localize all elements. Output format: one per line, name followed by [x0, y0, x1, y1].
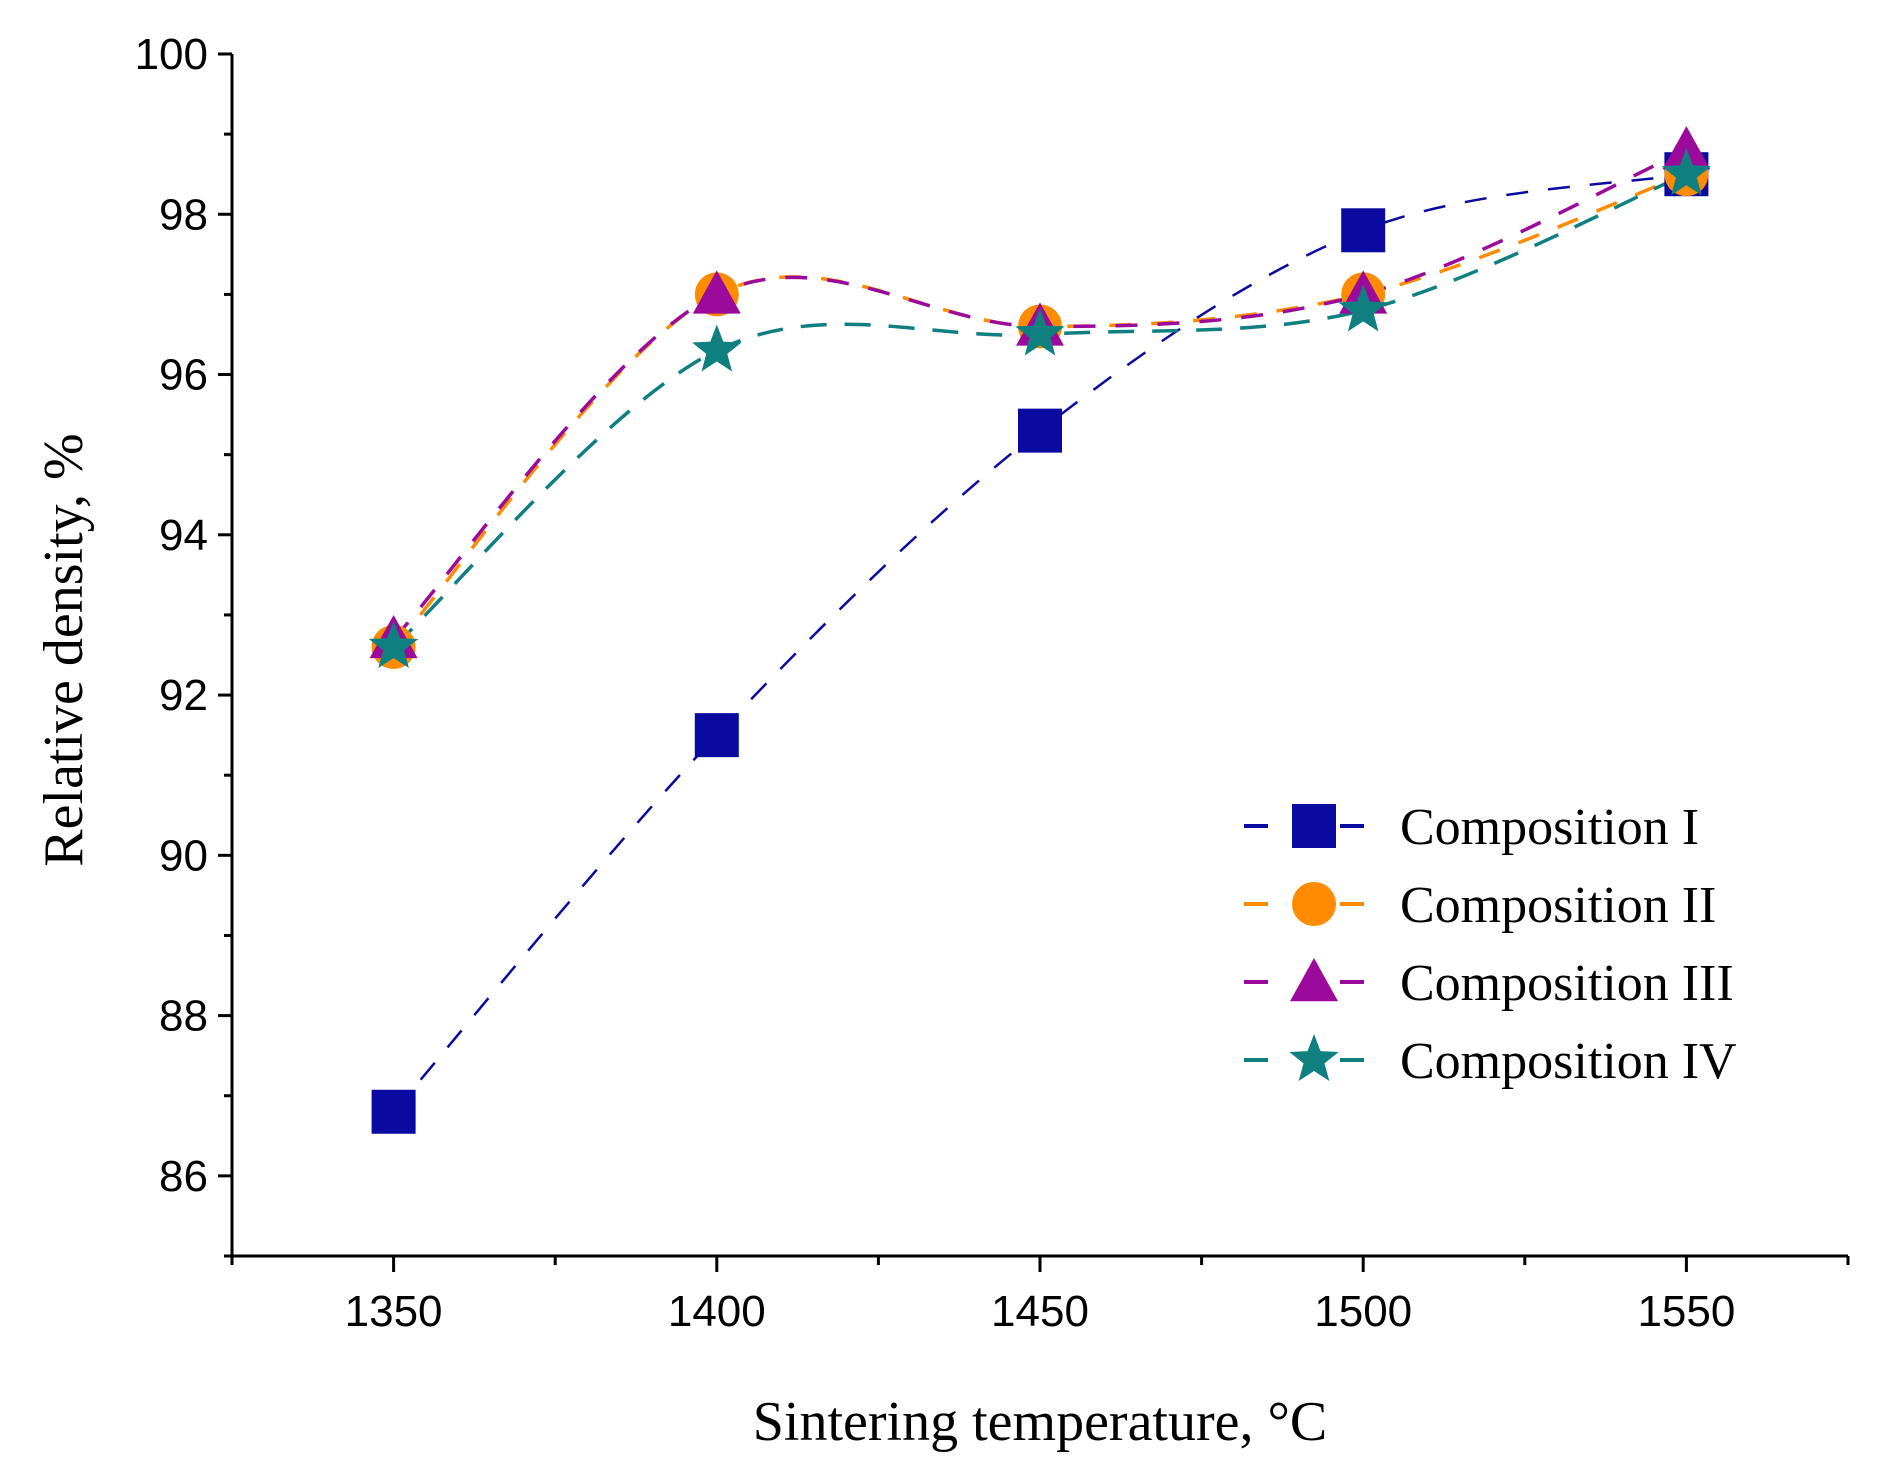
data-point-star-marker — [1015, 308, 1065, 356]
y-tick-label: 100 — [135, 30, 208, 79]
axes: 86 88 90 92 94 96 98 100 1350 1400 1450 1500 1550 — [135, 30, 1850, 1336]
y-tick-label: 86 — [159, 1152, 208, 1201]
y-axis-title: Relative density, % — [33, 433, 95, 866]
data-point-star-marker — [692, 324, 742, 372]
data-point-triangle-marker — [1662, 126, 1711, 170]
x-tick-label: 1500 — [1314, 1287, 1412, 1336]
legend-entry: Composition II — [1244, 877, 1716, 934]
y-tick-label: 92 — [159, 671, 208, 720]
data-point-square-marker — [694, 713, 739, 758]
data-point-square-marker — [1341, 208, 1386, 253]
legend-square-marker — [1292, 804, 1336, 848]
data-point-star-marker — [1338, 284, 1388, 332]
data-point-square-marker — [371, 1089, 416, 1134]
x-axis-title: Sintering temperature, °C — [753, 1391, 1327, 1453]
legend-label: Composition IV — [1400, 1033, 1737, 1090]
legend-label: Composition III — [1400, 955, 1734, 1012]
legend-star-marker — [1289, 1034, 1339, 1081]
axis-labels: Sintering temperature, °C Relative densi… — [33, 433, 1327, 1453]
x-tick-label: 1550 — [1637, 1287, 1735, 1336]
data-point-triangle-marker — [692, 270, 741, 314]
legend-entry: Composition IV — [1244, 1033, 1737, 1090]
series-markers — [368, 126, 1712, 1134]
legend-triangle-marker — [1290, 958, 1338, 1002]
y-tick-label: 96 — [159, 351, 208, 400]
data-point-star-marker — [1661, 148, 1712, 196]
data-point-square-marker — [1018, 408, 1062, 453]
y-tick-label: 90 — [159, 831, 208, 880]
legend-label: Composition II — [1400, 877, 1716, 934]
series-line-3 — [392, 148, 1688, 641]
legend-entry: Composition III — [1244, 955, 1734, 1012]
data-point-star-marker — [368, 621, 419, 668]
x-tick-label: 1350 — [345, 1287, 443, 1336]
y-tick-label: 88 — [159, 992, 208, 1041]
legend-circle-marker — [1292, 882, 1336, 926]
legend-entry: Composition I — [1244, 799, 1699, 856]
legend: Composition I Composition II Composition I… — [1244, 799, 1737, 1090]
series-line-2 — [392, 172, 1688, 649]
y-tick-label: 94 — [159, 511, 208, 560]
x-tick-label: 1400 — [668, 1287, 766, 1336]
series-line-1 — [392, 172, 1687, 1113]
x-axis-unit: °C — [1267, 1391, 1327, 1453]
y-tick-label: 98 — [159, 190, 208, 239]
legend-label: Composition I — [1400, 799, 1699, 856]
x-tick-label: 1450 — [991, 1287, 1089, 1336]
